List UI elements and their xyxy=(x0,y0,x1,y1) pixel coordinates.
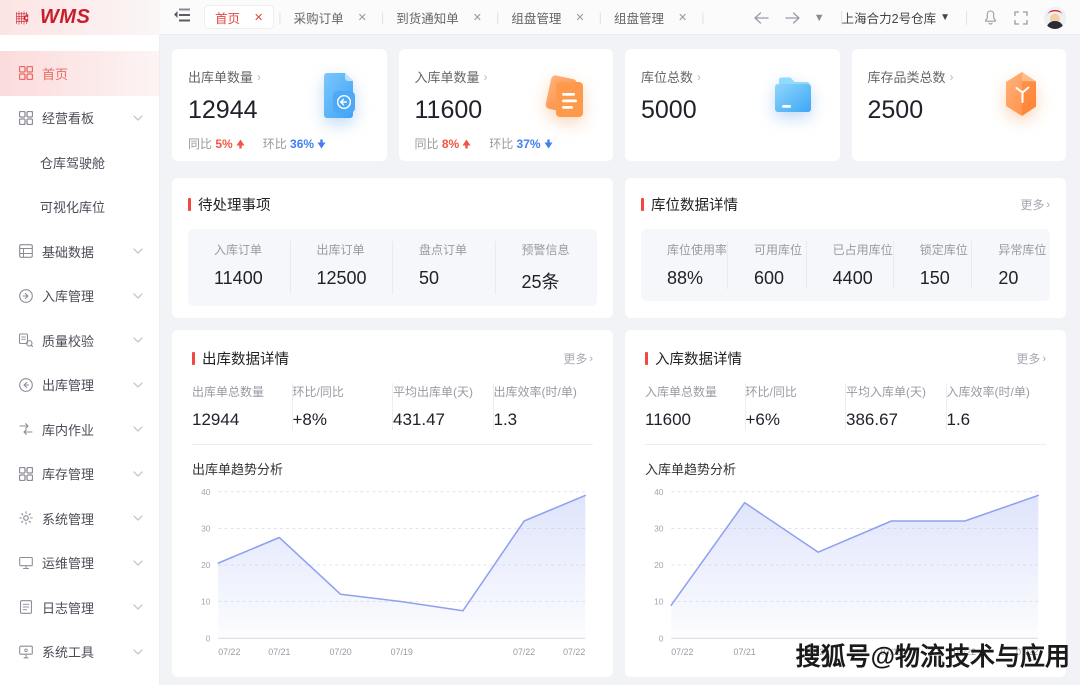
svg-text:40: 40 xyxy=(201,487,211,497)
svg-text:07/20: 07/20 xyxy=(330,647,352,657)
svg-text:07/22: 07/22 xyxy=(513,647,535,657)
svg-text:20: 20 xyxy=(654,560,664,570)
svg-text:07/21: 07/21 xyxy=(734,647,756,657)
svg-text:07/22: 07/22 xyxy=(671,647,693,657)
svg-text:20: 20 xyxy=(201,560,211,570)
svg-text:10: 10 xyxy=(201,597,211,607)
svg-text:30: 30 xyxy=(654,523,664,533)
svg-text:07/22: 07/22 xyxy=(218,647,240,657)
svg-text:07/19: 07/19 xyxy=(391,647,413,657)
svg-text:40: 40 xyxy=(654,487,664,497)
svg-text:07/22: 07/22 xyxy=(563,647,585,657)
svg-text:10: 10 xyxy=(654,597,664,607)
svg-text:30: 30 xyxy=(201,523,211,533)
svg-text:0: 0 xyxy=(206,633,211,643)
svg-text:0: 0 xyxy=(659,633,664,643)
svg-text:07/21: 07/21 xyxy=(268,647,290,657)
